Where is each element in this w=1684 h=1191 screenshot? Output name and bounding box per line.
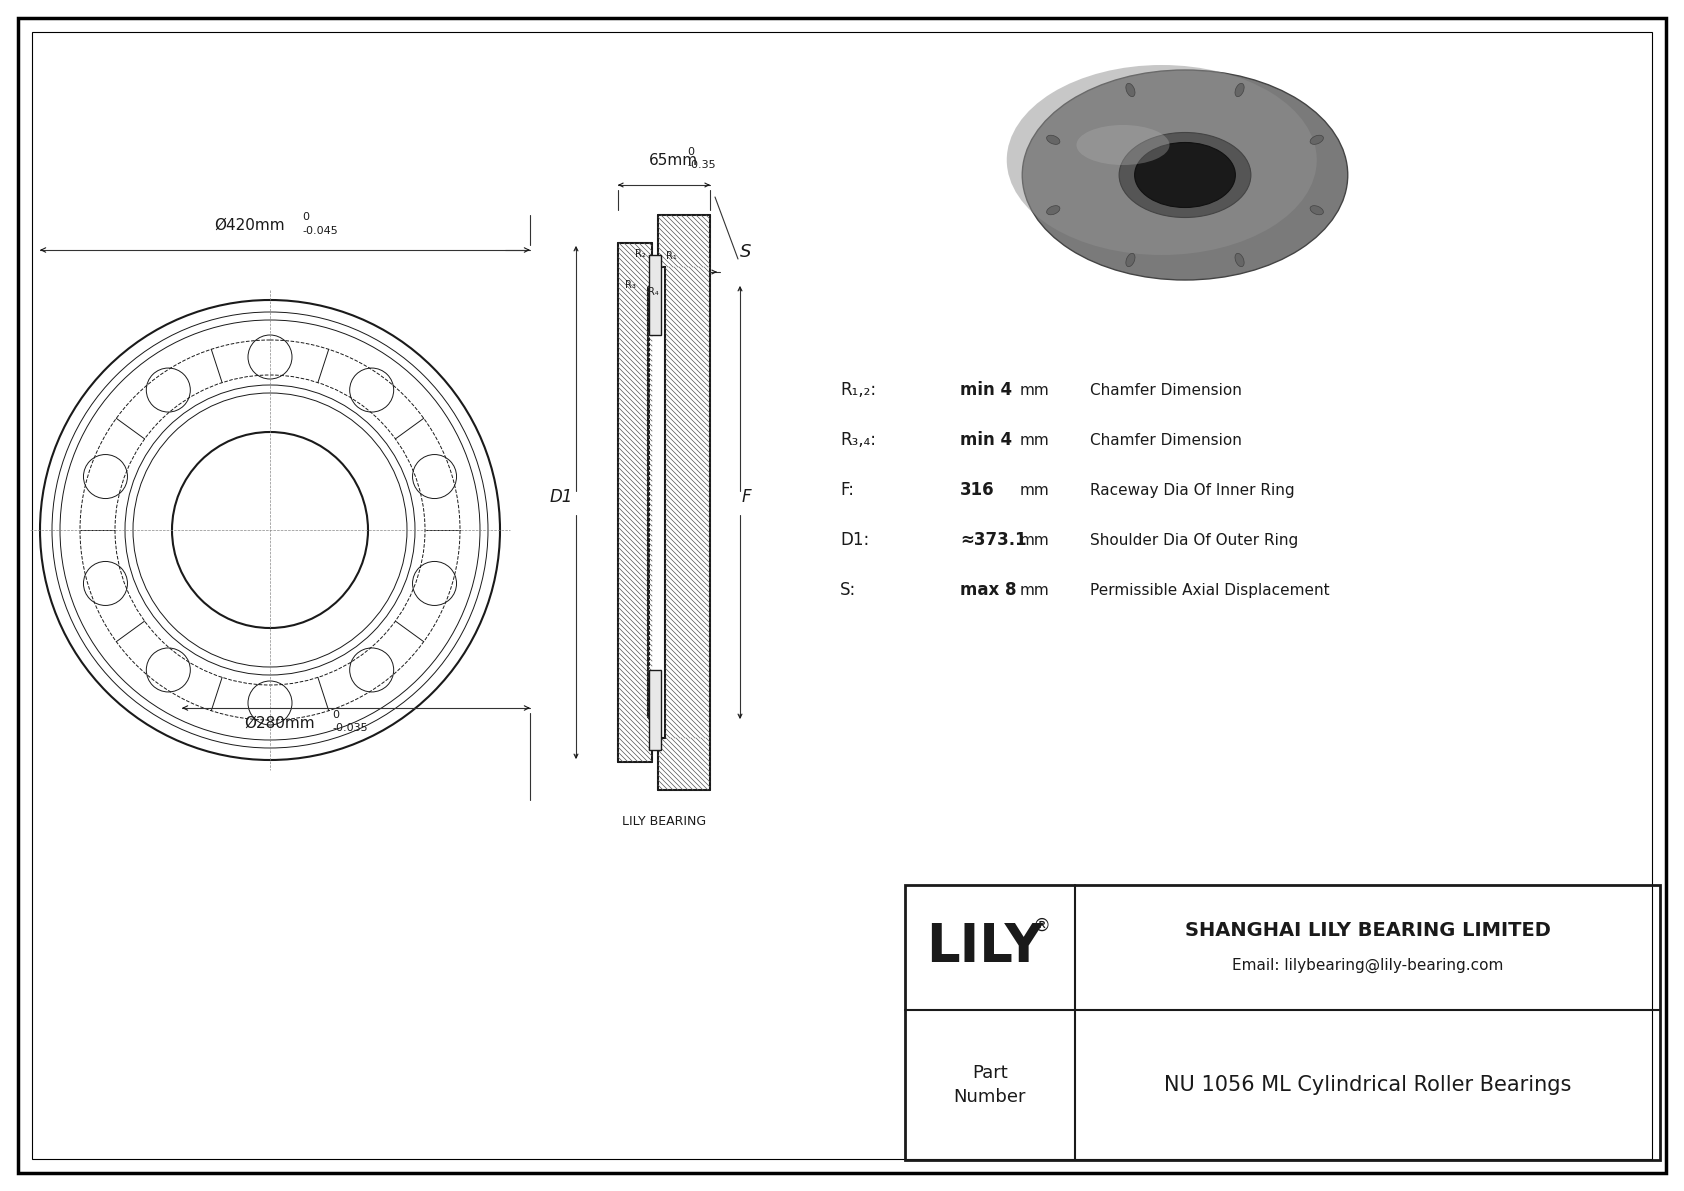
Text: ≈373.1: ≈373.1	[960, 531, 1027, 549]
Text: mm: mm	[1021, 384, 1049, 398]
Text: 316: 316	[960, 481, 995, 499]
Text: S: S	[739, 243, 751, 261]
Text: Raceway Dia Of Inner Ring: Raceway Dia Of Inner Ring	[1090, 484, 1295, 498]
Text: R₄: R₄	[648, 287, 658, 297]
Ellipse shape	[1310, 206, 1324, 214]
Text: R₂: R₂	[635, 249, 647, 258]
Ellipse shape	[1234, 254, 1244, 267]
Text: mm: mm	[1021, 584, 1049, 598]
Text: R₃: R₃	[625, 280, 637, 289]
Text: min 4: min 4	[960, 431, 1012, 449]
Text: R₁,₂:: R₁,₂:	[840, 381, 876, 399]
Text: Part
Number: Part Number	[953, 1064, 1026, 1106]
Text: -0.045: -0.045	[301, 226, 338, 236]
Text: F:: F:	[840, 481, 854, 499]
Ellipse shape	[1127, 137, 1243, 212]
Ellipse shape	[1127, 83, 1135, 96]
Text: Chamfer Dimension: Chamfer Dimension	[1090, 384, 1241, 398]
Text: min 4: min 4	[960, 381, 1012, 399]
Text: mm: mm	[1021, 534, 1049, 548]
Text: Chamfer Dimension: Chamfer Dimension	[1090, 434, 1241, 448]
Ellipse shape	[1047, 136, 1059, 144]
Text: LILY BEARING: LILY BEARING	[621, 815, 706, 828]
Text: Ø420mm: Ø420mm	[214, 218, 285, 233]
Text: mm: mm	[1021, 484, 1049, 498]
Text: 0: 0	[332, 710, 338, 721]
Text: max 8: max 8	[960, 581, 1017, 599]
Text: 0: 0	[687, 146, 694, 157]
Ellipse shape	[1076, 125, 1169, 166]
Text: S:: S:	[840, 581, 855, 599]
Ellipse shape	[1127, 254, 1135, 267]
Text: R₃,₄:: R₃,₄:	[840, 431, 876, 449]
Text: 0: 0	[301, 212, 308, 222]
Ellipse shape	[1135, 143, 1236, 207]
Text: Shoulder Dia Of Outer Ring: Shoulder Dia Of Outer Ring	[1090, 534, 1298, 548]
Text: -0.035: -0.035	[332, 723, 367, 732]
Text: SHANGHAI LILY BEARING LIMITED: SHANGHAI LILY BEARING LIMITED	[1184, 921, 1551, 940]
Bar	[648, 255, 662, 335]
Ellipse shape	[1310, 136, 1324, 144]
Text: LILY: LILY	[926, 922, 1044, 973]
Text: ®: ®	[1032, 917, 1051, 935]
Text: Permissible Axial Displacement: Permissible Axial Displacement	[1090, 584, 1330, 598]
Ellipse shape	[1047, 206, 1059, 214]
Bar	[904, 885, 1660, 1160]
Text: D1: D1	[549, 488, 573, 506]
Ellipse shape	[1120, 132, 1251, 218]
Ellipse shape	[1007, 66, 1317, 255]
Text: R₁: R₁	[665, 251, 677, 261]
Text: 65mm: 65mm	[648, 152, 699, 168]
Ellipse shape	[1234, 83, 1244, 96]
Text: Ø280mm: Ø280mm	[244, 716, 315, 731]
Text: mm: mm	[1021, 434, 1049, 448]
Ellipse shape	[1022, 70, 1347, 280]
Text: -0.35: -0.35	[687, 160, 716, 170]
Text: F: F	[743, 488, 751, 506]
Text: NU 1056 ML Cylindrical Roller Bearings: NU 1056 ML Cylindrical Roller Bearings	[1164, 1075, 1571, 1095]
Text: Email: lilybearing@lily-bearing.com: Email: lilybearing@lily-bearing.com	[1231, 958, 1504, 973]
Bar	[648, 671, 662, 750]
Text: D1:: D1:	[840, 531, 869, 549]
